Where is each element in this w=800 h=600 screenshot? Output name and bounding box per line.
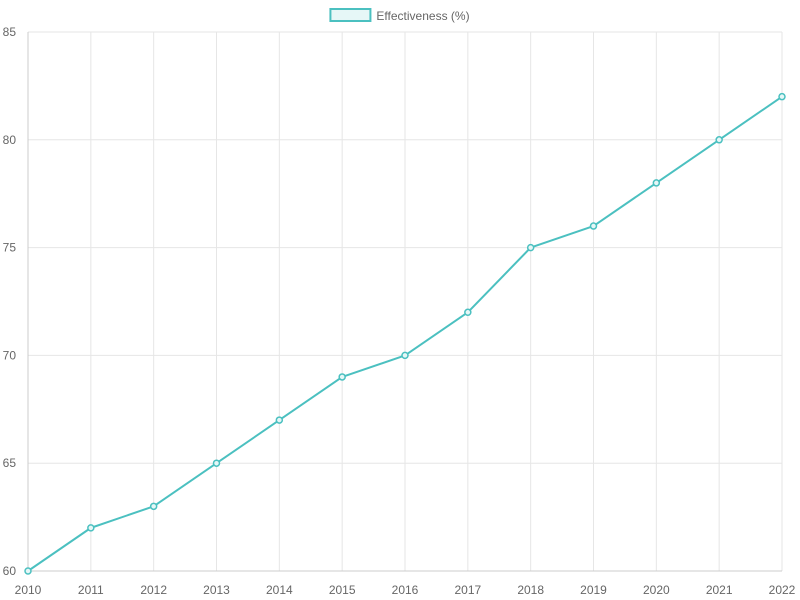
data-points: [24, 92, 786, 575]
data-point-2019[interactable]: [589, 222, 598, 230]
data-point-2015[interactable]: [338, 373, 346, 381]
data-point-2013[interactable]: [212, 459, 221, 467]
y-tick-label-65: 65: [3, 456, 17, 470]
x-tick-label-2018: 2018: [517, 583, 544, 597]
y-tick-label-70: 70: [3, 348, 17, 362]
x-tick-label-2011: 2011: [78, 583, 104, 597]
legend-swatch[interactable]: [329, 8, 372, 22]
data-point-2020[interactable]: [652, 179, 661, 187]
x-tick-label-2019: 2019: [580, 583, 607, 597]
x-tick-label-2017: 2017: [454, 583, 481, 597]
data-point-2011[interactable]: [87, 524, 95, 532]
y-tick-label-60: 60: [3, 564, 17, 578]
y-tick-label-85: 85: [3, 25, 17, 39]
x-tick-label-2016: 2016: [392, 583, 419, 597]
x-tick-label-2013: 2013: [203, 583, 230, 597]
data-point-2016[interactable]: [401, 351, 409, 360]
data-point-2017[interactable]: [464, 308, 472, 317]
x-tick-label-2020: 2020: [643, 583, 670, 597]
x-tick-label-2010: 2010: [15, 583, 42, 597]
data-point-2010[interactable]: [24, 567, 32, 575]
y-tick-label-80: 80: [3, 133, 17, 147]
tick-labels: 60 65 70 75 80 85 2010 2011 2012 2013 2014 2015 2016…: [3, 25, 796, 597]
x-tick-label-2022: 2022: [769, 583, 796, 597]
grid-lines: [27, 31, 783, 572]
data-point-2012[interactable]: [149, 502, 158, 511]
y-tick-label-75: 75: [3, 241, 17, 255]
axes: [27, 32, 782, 572]
legend-label[interactable]: Effectiveness (%): [376, 9, 469, 23]
data-point-2014[interactable]: [275, 416, 284, 424]
legend[interactable]: Effectiveness (%): [329, 8, 470, 23]
x-tick-label-2014: 2014: [266, 583, 293, 597]
x-tick-label-2012: 2012: [140, 583, 167, 597]
x-tick-label-2021: 2021: [706, 583, 733, 597]
data-point-2022[interactable]: [778, 92, 786, 101]
data-point-2021[interactable]: [715, 136, 723, 144]
data-point-2018[interactable]: [526, 243, 535, 252]
x-tick-label-2015: 2015: [329, 583, 356, 597]
